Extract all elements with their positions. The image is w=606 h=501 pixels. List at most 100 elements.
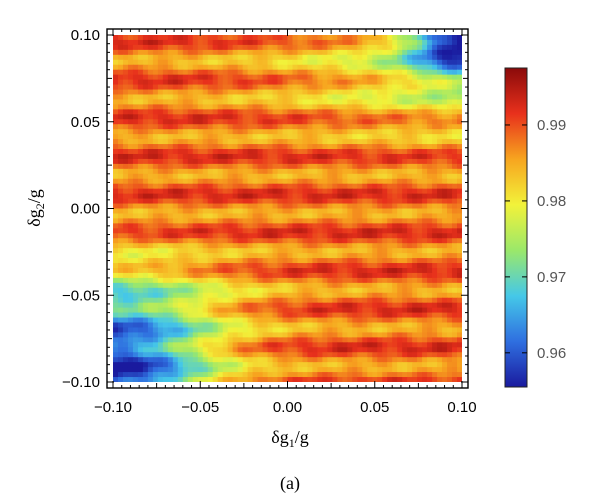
heatmap-cell (347, 44, 353, 51)
heatmap-cell (287, 307, 294, 314)
heatmap-cell (187, 104, 194, 110)
heatmap-cell (237, 203, 244, 210)
heatmap-cell (392, 114, 398, 120)
heatmap-cell (312, 357, 319, 363)
heatmap-cell (197, 312, 204, 319)
heatmap-cell (377, 352, 383, 358)
heatmap-cell (407, 302, 413, 309)
heatmap-cell (307, 337, 314, 343)
heatmap-cell (217, 208, 224, 215)
heatmap-cell (367, 322, 373, 329)
heatmap-cell (287, 193, 294, 200)
heatmap-cell (412, 243, 418, 249)
heatmap-cell (337, 188, 343, 195)
heatmap-cell (407, 307, 413, 314)
heatmap-cell (162, 109, 169, 115)
heatmap-cell (267, 69, 274, 76)
heatmap-cell (122, 297, 129, 304)
heatmap-cell (302, 243, 309, 249)
heatmap-cell (387, 94, 393, 101)
heatmap-cell (292, 114, 299, 120)
heatmap-cell (182, 322, 189, 329)
heatmap-cell (382, 79, 388, 86)
heatmap-cell (147, 357, 154, 363)
heatmap-cell (437, 153, 443, 160)
heatmap-cell (172, 74, 179, 81)
heatmap-cell (367, 183, 373, 190)
heatmap-cell (152, 277, 159, 284)
heatmap-cell (137, 263, 144, 269)
heatmap-cell (382, 144, 388, 150)
heatmap-cell (232, 109, 239, 115)
heatmap-cell (387, 287, 393, 294)
heatmap-cell (187, 287, 194, 294)
heatmap-cell (452, 173, 458, 180)
heatmap-cell (302, 372, 309, 378)
heatmap-cell (137, 322, 144, 329)
heatmap-cell (262, 233, 269, 239)
heatmap-cell (207, 69, 214, 76)
heatmap-cell (382, 342, 388, 348)
heatmap-cell (132, 272, 139, 279)
heatmap-cell (202, 44, 209, 51)
heatmap-cell (432, 258, 438, 264)
heatmap-cell (397, 208, 403, 215)
heatmap-cell (182, 64, 189, 71)
heatmap-cell (207, 173, 214, 180)
heatmap-cell (132, 213, 139, 220)
heatmap-cell (287, 119, 294, 125)
heatmap-cell (317, 213, 323, 220)
heatmap-cell (297, 173, 304, 180)
heatmap-cell (152, 104, 159, 110)
heatmap-cell (197, 248, 204, 254)
heatmap-cell (307, 357, 314, 363)
heatmap-cell (262, 332, 269, 338)
heatmap-cell (302, 173, 309, 180)
heatmap-cell (227, 243, 234, 249)
heatmap-cell (197, 74, 204, 81)
heatmap-cell (347, 79, 353, 86)
heatmap-cell (352, 238, 358, 244)
heatmap-cell (297, 168, 304, 175)
heatmap-cell (377, 317, 383, 324)
heatmap-cell (162, 188, 169, 195)
heatmap-cell (407, 372, 413, 378)
heatmap-cell (132, 59, 139, 66)
heatmap-cell (207, 367, 214, 373)
heatmap-cell (457, 129, 462, 135)
heatmap-cell (257, 367, 264, 373)
heatmap-cell (142, 367, 149, 373)
heatmap-cell (437, 163, 443, 170)
heatmap-cell (352, 74, 358, 81)
heatmap-cell (177, 272, 184, 279)
heatmap-cell (197, 44, 204, 51)
heatmap-cell (182, 357, 189, 363)
heatmap-cell (367, 35, 373, 41)
heatmap-cell (312, 342, 319, 348)
heatmap-cell (437, 337, 443, 343)
heatmap-cell (377, 79, 383, 86)
heatmap-cell (142, 362, 149, 368)
heatmap-cell (217, 317, 224, 324)
heatmap-cell (302, 272, 309, 279)
heatmap-cell (212, 277, 219, 284)
heatmap-cell (317, 183, 323, 190)
heatmap-cell (442, 228, 448, 234)
heatmap-cell (377, 367, 383, 373)
heatmap-cell (447, 208, 453, 215)
heatmap-cell (212, 213, 219, 220)
heatmap-cell (397, 253, 403, 259)
heatmap-cell (387, 109, 393, 115)
heatmap-cell (222, 129, 229, 135)
heatmap-cell (432, 173, 438, 180)
heatmap-cell (297, 114, 304, 120)
heatmap-cell (452, 352, 458, 358)
heatmap-cell (282, 223, 289, 229)
heatmap-cell (432, 129, 438, 135)
heatmap-cell (202, 322, 209, 329)
heatmap-cell (412, 89, 418, 96)
heatmap-cell (457, 337, 462, 343)
heatmap-cell (387, 372, 393, 378)
heatmap-cell (382, 134, 388, 140)
heatmap-cell (137, 64, 144, 71)
